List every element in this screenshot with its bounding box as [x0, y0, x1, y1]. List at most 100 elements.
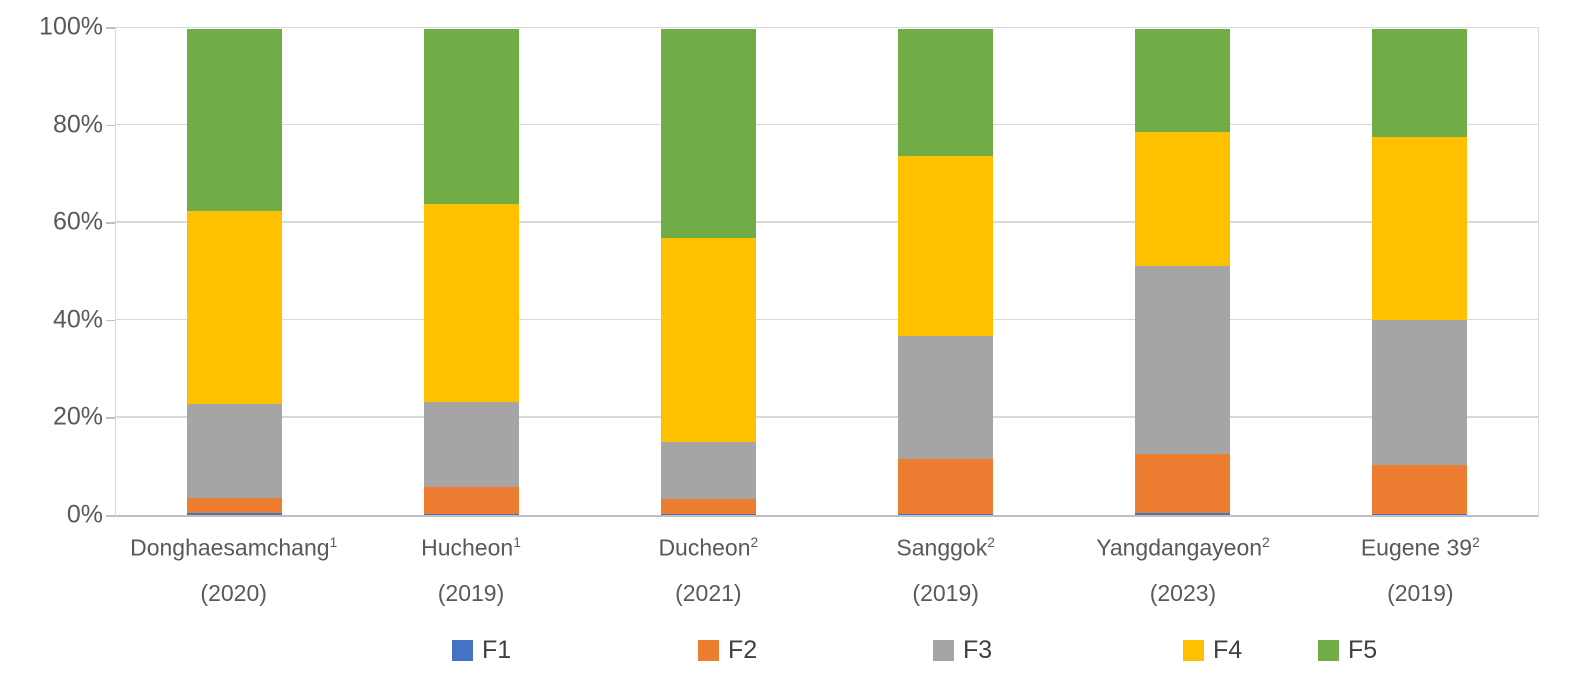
x-axis-label-ducheon: Ducheon2 (2021) [590, 528, 827, 608]
bar-column-yangdangayeon [1064, 29, 1301, 515]
bar-column-hucheon [353, 29, 590, 515]
stacked-bar [898, 29, 993, 515]
legend-item-f4: F4 [1183, 635, 1242, 665]
bar-segment-f5 [661, 29, 756, 239]
legend-swatch-f2 [698, 639, 719, 661]
y-axis-tick-40% [106, 319, 115, 322]
bar-segment-f2 [898, 458, 993, 515]
bar-segment-f3 [1372, 319, 1467, 465]
category-year: (2019) [1387, 579, 1454, 606]
x-axis-labels: Donghaesamchang1 (2020) Hucheon1 (2019) Duch… [115, 528, 1539, 608]
category-name: Ducheon2 [658, 534, 759, 561]
bar-segment-f1 [187, 512, 282, 515]
bar-segment-f4 [187, 211, 282, 405]
legend-label-f5: F5 [1348, 636, 1378, 664]
gridline-20% [116, 416, 1538, 418]
bar-segment-f2 [661, 498, 756, 515]
bar-segment-f1 [898, 514, 993, 515]
category-name: Eugene 392 [1360, 534, 1480, 561]
bar-segment-f4 [1372, 137, 1467, 320]
bar-segment-f2 [424, 487, 519, 514]
x-axis-label-yangdangayeon: Yangdangayeon2 (2023) [1064, 528, 1301, 608]
bar-segment-f5 [1372, 29, 1467, 138]
bar-segment-f4 [898, 156, 993, 336]
y-axis-tick-100% [106, 27, 115, 29]
y-axis-tick-0% [106, 515, 115, 517]
category-name: Sanggok2 [896, 534, 995, 561]
category-footnote-marker: 1 [513, 535, 521, 550]
bar-segment-f5 [187, 29, 282, 212]
bar-segment-f2 [187, 498, 282, 513]
y-axis-label-40%: 40% [52, 305, 103, 334]
stacked-bar [661, 29, 756, 515]
bars-layer [116, 29, 1538, 515]
bar-segment-f1 [661, 514, 756, 515]
category-footnote-marker: 2 [1262, 535, 1270, 550]
stacked-bar [1372, 29, 1467, 515]
legend-swatch-f4 [1183, 639, 1204, 661]
legend-item-f5: F5 [1318, 635, 1377, 665]
bar-segment-f4 [424, 203, 519, 403]
legend-item-f2: F2 [698, 635, 757, 665]
legend-swatch-f1 [452, 639, 473, 661]
gridline-40% [116, 318, 1538, 321]
y-axis-tick-80% [106, 124, 115, 127]
category-name: Hucheon1 [421, 534, 521, 561]
stacked-bar [1135, 29, 1230, 515]
bar-segment-f3 [898, 335, 993, 459]
legend-item-f3: F3 [933, 635, 992, 665]
bar-segment-f4 [1135, 132, 1230, 266]
bar-segment-f5 [898, 29, 993, 157]
plot-area [115, 27, 1539, 517]
legend: F1 F2 F3 F4 F5 [0, 635, 1591, 669]
bar-segment-f1 [1372, 514, 1467, 515]
bar-segment-f3 [1135, 265, 1230, 455]
x-axis-label-eugene-39: Eugene 392 (2019) [1302, 528, 1539, 608]
y-axis-label-100%: 100% [39, 12, 103, 41]
y-axis-tick-20% [106, 417, 115, 419]
category-footnote-marker: 2 [750, 535, 759, 550]
bar-column-ducheon [590, 29, 827, 515]
bar-segment-f5 [424, 29, 519, 204]
x-axis-label-donghaesamchang: Donghaesamchang1 (2020) [115, 528, 352, 608]
legend-label-f3: F3 [963, 636, 993, 664]
stacked-bar [424, 29, 519, 515]
bar-segment-f3 [661, 441, 756, 499]
gridline-60% [116, 221, 1538, 223]
legend-item-f1: F1 [452, 635, 511, 665]
bar-segment-f2 [1372, 464, 1467, 515]
bar-column-donghaesamchang [116, 29, 353, 515]
bar-segment-f5 [1135, 29, 1230, 133]
bar-segment-f1 [1135, 513, 1230, 515]
bar-segment-f1 [424, 513, 519, 515]
legend-label-f2: F2 [728, 636, 758, 664]
y-axis-label-60%: 60% [52, 207, 103, 236]
bar-segment-f2 [1135, 454, 1230, 514]
category-year: (2020) [200, 579, 267, 606]
legend-swatch-f5 [1318, 639, 1339, 661]
category-name: Yangdangayeon2 [1096, 534, 1270, 561]
legend-label-f1: F1 [482, 636, 512, 664]
bar-segment-f4 [661, 238, 756, 442]
legend-label-f4: F4 [1213, 636, 1243, 664]
bar-column-eugene-39 [1301, 29, 1538, 515]
x-axis-label-sanggok: Sanggok2 (2019) [827, 528, 1064, 608]
category-year: (2021) [675, 579, 742, 606]
gridline-80% [116, 123, 1538, 126]
legend-swatch-f3 [933, 639, 954, 661]
bar-column-sanggok [827, 29, 1064, 515]
y-axis-label-80%: 80% [52, 110, 103, 139]
category-name: Donghaesamchang1 [130, 534, 338, 561]
category-footnote-marker: 2 [987, 535, 995, 550]
x-axis-label-hucheon: Hucheon1 (2019) [352, 528, 589, 608]
category-year: (2019) [912, 579, 979, 606]
category-year: (2019) [437, 579, 505, 606]
bar-segment-f3 [424, 402, 519, 488]
category-footnote-marker: 2 [1472, 535, 1480, 550]
y-axis-label-20%: 20% [52, 402, 103, 431]
y-axis-tick-60% [106, 222, 115, 224]
bar-segment-f3 [187, 404, 282, 498]
y-axis-label-0%: 0% [66, 500, 103, 529]
category-year: (2023) [1149, 579, 1217, 606]
